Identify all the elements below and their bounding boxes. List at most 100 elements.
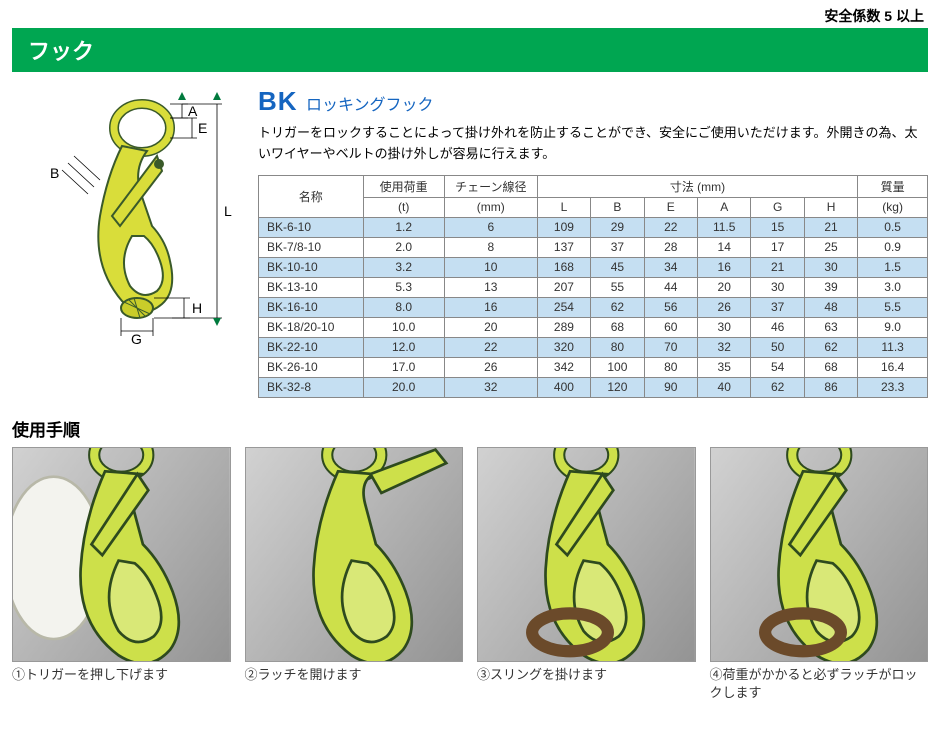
col-chain-unit: (mm) (444, 197, 537, 217)
table-cell: 100 (591, 357, 644, 377)
table-row: BK-7/8-102.0813737281417250.9 (259, 237, 928, 257)
table-cell: 20 (444, 317, 537, 337)
table-cell: 62 (751, 377, 804, 397)
table-row: BK-26-1017.0263421008035546816.4 (259, 357, 928, 377)
table-cell: 5.3 (363, 277, 444, 297)
table-cell: 22 (644, 217, 697, 237)
table-cell: 46 (751, 317, 804, 337)
table-cell: 137 (537, 237, 590, 257)
table-cell: BK-10-10 (259, 257, 364, 277)
table-cell: 32 (698, 337, 751, 357)
col-a: A (698, 197, 751, 217)
table-cell: 90 (644, 377, 697, 397)
procedure-caption: ④荷重がかかると必ずラッチがロックします (710, 666, 929, 702)
section-banner: フック (12, 28, 928, 72)
procedure-image (12, 447, 231, 662)
table-cell: 109 (537, 217, 590, 237)
table-cell: BK-22-10 (259, 337, 364, 357)
col-load: 使用荷重 (363, 175, 444, 197)
procedure-image (245, 447, 464, 662)
table-cell: 11.3 (858, 337, 928, 357)
table-cell: 1.5 (858, 257, 928, 277)
table-cell: 22 (444, 337, 537, 357)
table-cell: 168 (537, 257, 590, 277)
table-cell: 80 (591, 337, 644, 357)
table-cell: 30 (698, 317, 751, 337)
procedure-step: ②ラッチを開けます (245, 447, 464, 702)
table-cell: 48 (804, 297, 857, 317)
col-h: H (804, 197, 857, 217)
col-mass: 質量 (858, 175, 928, 197)
table-cell: 14 (698, 237, 751, 257)
product-name: ロッキングフック (306, 97, 434, 114)
table-cell: 207 (537, 277, 590, 297)
table-cell: 342 (537, 357, 590, 377)
table-cell: 8.0 (363, 297, 444, 317)
table-cell: 40 (698, 377, 751, 397)
table-cell: 70 (644, 337, 697, 357)
table-cell: 37 (751, 297, 804, 317)
table-cell: 68 (591, 317, 644, 337)
table-cell: 68 (804, 357, 857, 377)
col-chain: チェーン線径 (444, 175, 537, 197)
table-cell: 44 (644, 277, 697, 297)
table-cell: 35 (698, 357, 751, 377)
col-b: B (591, 197, 644, 217)
hook-diagram: A E B L H G (12, 86, 242, 346)
procedure-caption: ③スリングを掛けます (477, 666, 696, 684)
table-cell: BK-13-10 (259, 277, 364, 297)
table-cell: 10 (444, 257, 537, 277)
table-cell: BK-16-10 (259, 297, 364, 317)
procedure-title: 使用手順 (12, 416, 928, 441)
table-cell: 13 (444, 277, 537, 297)
table-cell: 25 (804, 237, 857, 257)
table-cell: 3.2 (363, 257, 444, 277)
col-load-unit: (t) (363, 197, 444, 217)
dim-label-h: H (192, 300, 202, 316)
col-name: 名称 (259, 175, 364, 217)
table-cell: 30 (804, 257, 857, 277)
table-cell: 3.0 (858, 277, 928, 297)
table-cell: 50 (751, 337, 804, 357)
table-cell: 63 (804, 317, 857, 337)
dim-label-l: L (224, 203, 232, 219)
table-cell: 30 (751, 277, 804, 297)
table-cell: 16 (444, 297, 537, 317)
table-cell: 16 (698, 257, 751, 277)
table-cell: BK-32-8 (259, 377, 364, 397)
table-row: BK-22-1012.022320807032506211.3 (259, 337, 928, 357)
product-code: BK (258, 86, 298, 116)
table-cell: 8 (444, 237, 537, 257)
procedure-image (477, 447, 696, 662)
table-row: BK-13-105.31320755442030393.0 (259, 277, 928, 297)
table-cell: 55 (591, 277, 644, 297)
table-cell: 28 (644, 237, 697, 257)
table-cell: 54 (751, 357, 804, 377)
col-e: E (644, 197, 697, 217)
dim-label-b: B (50, 165, 59, 181)
table-cell: 254 (537, 297, 590, 317)
table-row: BK-10-103.21016845341621301.5 (259, 257, 928, 277)
table-cell: 56 (644, 297, 697, 317)
table-cell: BK-18/20-10 (259, 317, 364, 337)
table-cell: 21 (751, 257, 804, 277)
table-cell: 45 (591, 257, 644, 277)
table-cell: 62 (591, 297, 644, 317)
procedure-caption: ①トリガーを押し下げます (12, 666, 231, 684)
table-cell: 29 (591, 217, 644, 237)
table-cell: 11.5 (698, 217, 751, 237)
table-cell: 120 (591, 377, 644, 397)
table-cell: 34 (644, 257, 697, 277)
table-row: BK-6-101.26109292211.515210.5 (259, 217, 928, 237)
table-cell: 5.5 (858, 297, 928, 317)
table-cell: 20 (698, 277, 751, 297)
procedure-caption: ②ラッチを開けます (245, 666, 464, 684)
dim-label-g: G (131, 331, 142, 346)
table-cell: 2.0 (363, 237, 444, 257)
table-cell: 86 (804, 377, 857, 397)
table-cell: 37 (591, 237, 644, 257)
procedure-image (710, 447, 929, 662)
table-cell: 10.0 (363, 317, 444, 337)
table-row: BK-32-820.0324001209040628623.3 (259, 377, 928, 397)
procedure-step: ①トリガーを押し下げます (12, 447, 231, 702)
